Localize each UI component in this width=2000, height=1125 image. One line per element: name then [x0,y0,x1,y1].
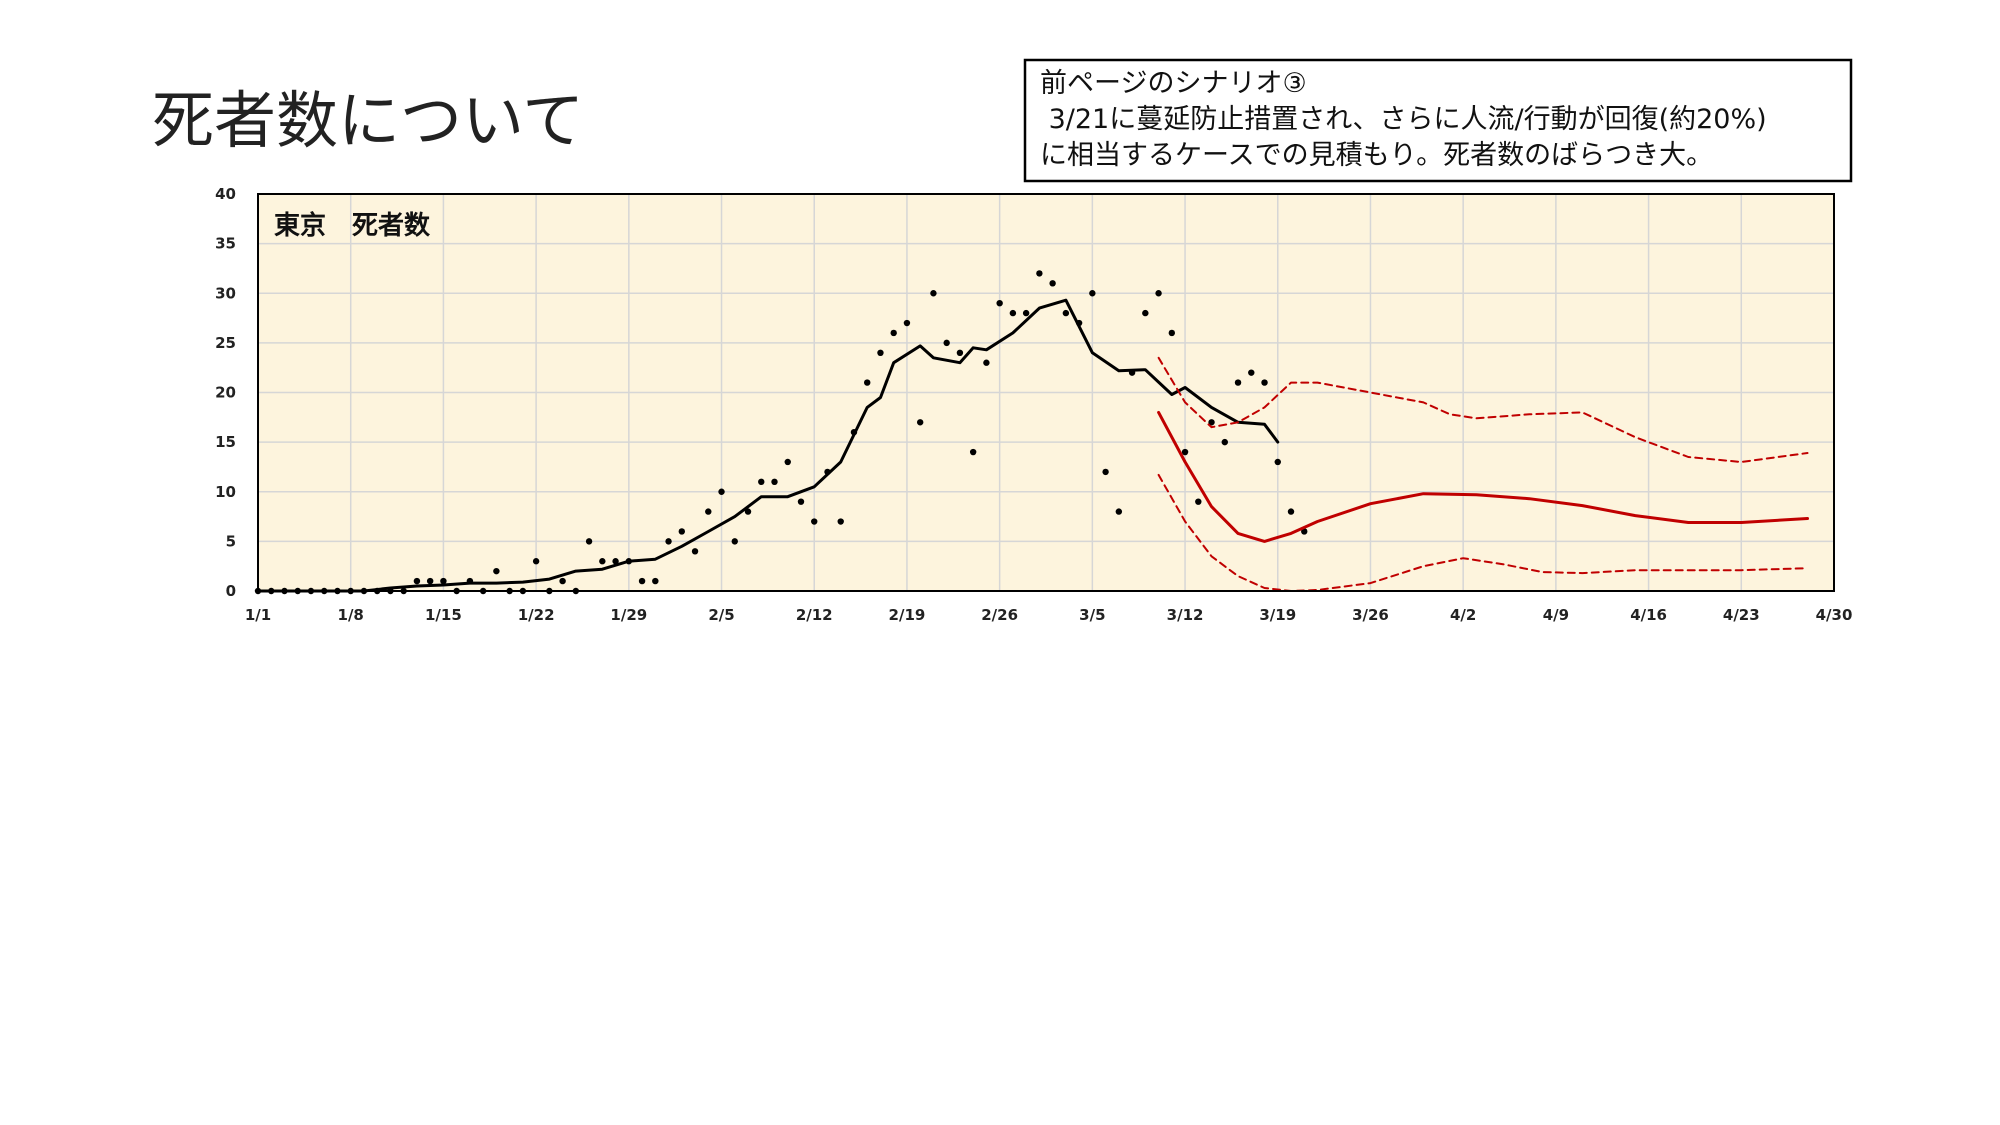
y-tick-label: 10 [215,483,236,501]
data-point [426,577,434,585]
data-point [1168,329,1176,337]
data-point [797,498,805,505]
data-point [1274,458,1281,466]
data-point [612,558,619,565]
data-point [1062,309,1070,317]
x-tick-label: 4/16 [1630,606,1667,624]
plot [254,193,1835,595]
data-point [665,538,672,545]
note-line: 前ページのシナリオ③ [1040,68,1307,99]
data-point [916,419,924,426]
data-point [930,290,937,297]
y-tick-label: 15 [215,433,236,451]
data-point [1102,468,1109,476]
x-tick-label: 4/23 [1723,606,1760,624]
x-tick-label: 2/19 [889,606,926,624]
data-point [1181,448,1189,456]
data-point [652,577,659,585]
data-point [493,567,500,575]
data-point [983,359,990,366]
data-point [1155,290,1162,297]
data-point [744,508,752,515]
note-line: 3/21に蔓延防止措置され、さらに人流/行動が回復(約20%) [1040,104,1767,135]
y-tick-label: 35 [215,235,236,253]
x-tick-label: 3/12 [1167,606,1204,624]
data-point [638,577,646,585]
data-point [705,508,712,515]
data-point [1009,309,1017,317]
data-point [784,458,791,466]
data-point [996,299,1003,307]
x-tick-label: 1/29 [610,606,647,624]
data-point [559,577,566,585]
line [1157,410,1809,543]
data-point [440,577,447,585]
x-tick-label: 1/15 [425,606,462,624]
plot-border [257,193,1835,592]
data-point [811,518,818,525]
line [256,298,1280,593]
data-point [837,518,844,525]
data-point [1195,498,1202,505]
x-tick-label: 3/5 [1079,606,1105,624]
x-tick-label: 3/26 [1352,606,1389,624]
data-point [1248,369,1255,376]
data-point [1301,528,1308,535]
chart-title: 東京 死者数 [274,210,431,241]
data-point [1049,280,1056,287]
data-point [532,558,540,565]
data-point [599,558,606,565]
data-point [969,448,977,456]
data-point [718,488,725,495]
data-point [1115,508,1123,515]
slide-title: 死者数について [152,84,584,157]
y-tick-label: 30 [215,284,236,302]
data-point [1287,508,1295,515]
x-tick-label: 1/8 [338,606,364,624]
data-point [1221,438,1228,446]
y-tick-label: 0 [226,582,236,600]
data-point [956,349,964,356]
data-point [731,538,738,545]
x-tick-label: 2/26 [981,606,1018,624]
data-point [1208,419,1215,426]
data-point [771,478,778,486]
y-tick-label: 5 [226,532,236,550]
data-point [864,379,871,386]
y-tick-label: 25 [215,334,236,352]
data-point [678,528,685,535]
data-point [890,329,897,337]
x-tick-label: 1/1 [245,606,271,624]
data-point [1142,309,1149,317]
data-point [1036,270,1043,277]
data-point [1089,290,1096,297]
data-point [1022,309,1030,317]
x-tick-label: 4/30 [1816,606,1853,624]
data-point [691,548,699,555]
x-tick-label: 3/19 [1259,606,1296,624]
y-tick-label: 20 [215,384,236,402]
x-tick-label: 2/12 [796,606,833,624]
dashed-line [1157,473,1809,592]
data-point [1261,379,1268,386]
data-point [413,577,421,585]
data-point [877,349,884,356]
data-point [585,538,593,545]
data-point [758,478,765,486]
data-point [943,339,950,347]
y-tick-label: 40 [215,185,236,203]
dashed-line [1157,356,1809,463]
x-tick-label: 4/2 [1450,606,1476,624]
x-tick-label: 1/22 [518,606,555,624]
data-point [1234,379,1242,386]
x-tick-label: 2/5 [708,606,734,624]
note-box [1023,58,1853,183]
x-tick-label: 4/9 [1543,606,1569,624]
data-point [903,319,911,327]
note-line: に相当するケースでの見積もり。死者数のばらつき大。 [1040,140,1713,171]
